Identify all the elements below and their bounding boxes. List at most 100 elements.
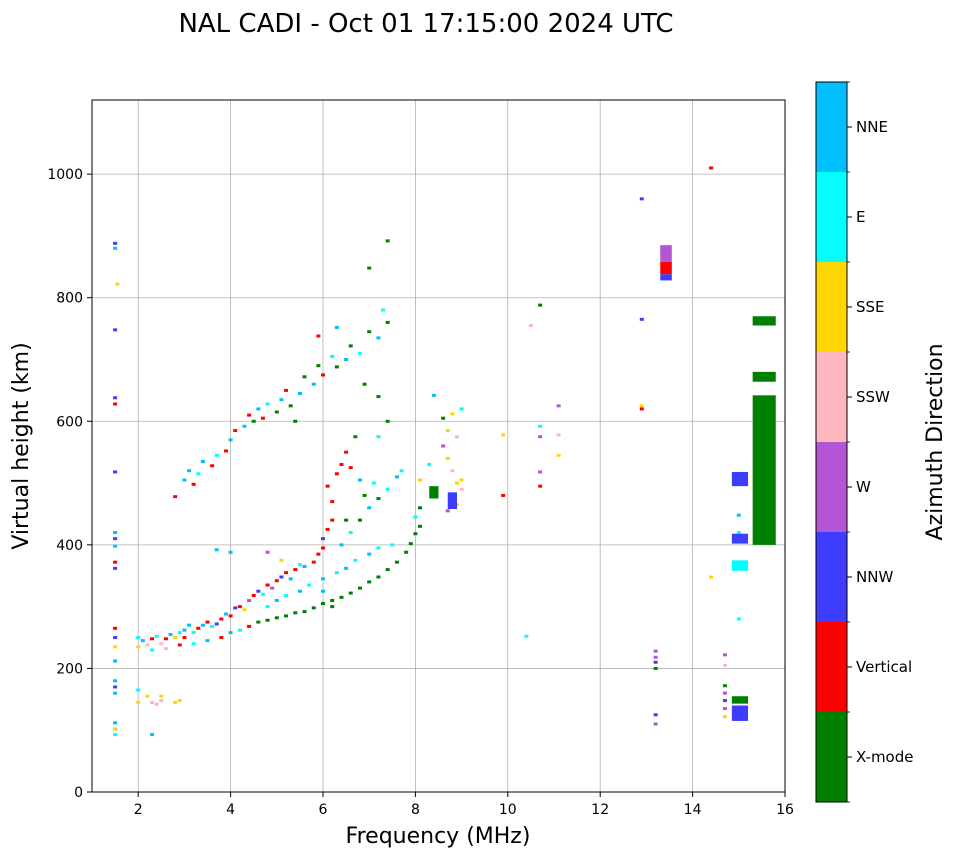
colorbar-label: E — [856, 208, 865, 226]
data-block — [731, 705, 749, 721]
y-tick-label: 400 — [56, 538, 83, 554]
data-point — [113, 402, 118, 406]
data-point — [284, 571, 289, 575]
data-point — [348, 466, 353, 470]
data-point — [348, 531, 353, 534]
data-point — [459, 478, 464, 482]
colorbar-label: W — [856, 478, 871, 496]
data-point — [556, 404, 561, 408]
data-point — [367, 266, 372, 270]
data-point — [330, 598, 335, 602]
data-point — [113, 727, 118, 731]
data-point — [173, 495, 178, 499]
data-point — [316, 552, 321, 556]
data-point — [321, 577, 325, 581]
data-point — [182, 636, 187, 640]
data-point — [385, 568, 390, 572]
data-point — [140, 639, 145, 643]
data-point — [284, 388, 289, 392]
data-point — [159, 699, 164, 703]
data-point — [311, 382, 316, 386]
data-point — [136, 645, 141, 649]
data-point — [113, 537, 118, 541]
data-point — [445, 456, 450, 460]
data-point — [445, 429, 450, 433]
data-point — [722, 691, 727, 695]
data-block — [731, 471, 749, 487]
data-point — [136, 700, 141, 704]
data-point — [321, 602, 325, 606]
data-point — [334, 571, 339, 575]
data-point — [639, 404, 644, 408]
data-point — [237, 628, 242, 632]
data-point — [297, 563, 302, 567]
data-point — [653, 722, 658, 726]
y-tick-label: 200 — [56, 661, 83, 677]
data-block — [752, 371, 776, 382]
data-point — [459, 407, 464, 411]
data-point — [348, 344, 353, 348]
data-point — [115, 282, 120, 286]
x-tick-label: 12 — [591, 802, 609, 818]
data-point — [265, 402, 270, 406]
data-point — [150, 700, 155, 704]
data-point — [228, 550, 233, 554]
data-point — [639, 197, 644, 201]
colorbar-label: NNE — [856, 118, 888, 136]
data-point — [321, 537, 325, 541]
data-point — [556, 433, 561, 437]
data-point — [154, 702, 159, 706]
data-point — [441, 444, 446, 448]
data-point — [302, 375, 307, 379]
data-point — [177, 643, 182, 647]
data-block — [752, 316, 776, 326]
data-point — [722, 699, 727, 703]
data-point — [653, 713, 658, 717]
data-point — [145, 643, 150, 647]
data-point — [219, 636, 224, 640]
data-point — [367, 330, 372, 334]
colorbar-segment — [816, 622, 847, 712]
data-point — [191, 631, 196, 635]
data-block — [731, 533, 749, 544]
data-point — [445, 509, 450, 513]
data-point — [150, 733, 155, 737]
data-point — [214, 453, 219, 457]
data-point — [154, 634, 159, 638]
data-point — [722, 684, 727, 688]
data-point — [418, 506, 423, 510]
data-point — [302, 564, 307, 568]
data-block — [447, 492, 457, 510]
data-point — [348, 591, 353, 595]
data-point — [274, 616, 279, 620]
data-point — [191, 482, 196, 486]
colorbar-segment — [816, 712, 847, 802]
data-point — [256, 620, 261, 624]
data-point — [274, 598, 279, 602]
data-point — [459, 487, 464, 491]
data-point — [168, 632, 173, 636]
data-point — [159, 642, 164, 646]
data-point — [205, 620, 210, 624]
data-point — [113, 241, 118, 245]
data-point — [385, 487, 390, 491]
data-block — [429, 486, 439, 499]
x-tick-label: 14 — [684, 802, 702, 818]
data-point — [210, 624, 215, 628]
data-point — [297, 589, 302, 593]
data-point — [187, 623, 192, 627]
data-point — [233, 606, 238, 610]
data-marks — [113, 166, 776, 737]
data-point — [344, 358, 349, 361]
colorbar-segment — [816, 262, 847, 352]
data-point — [113, 645, 118, 649]
data-point — [639, 407, 644, 411]
x-tick-label: 16 — [776, 802, 794, 818]
data-point — [404, 550, 409, 554]
data-point — [376, 395, 381, 399]
x-tick-label: 4 — [226, 802, 235, 818]
data-point — [265, 605, 270, 609]
data-point — [173, 636, 178, 640]
data-point — [145, 694, 150, 698]
